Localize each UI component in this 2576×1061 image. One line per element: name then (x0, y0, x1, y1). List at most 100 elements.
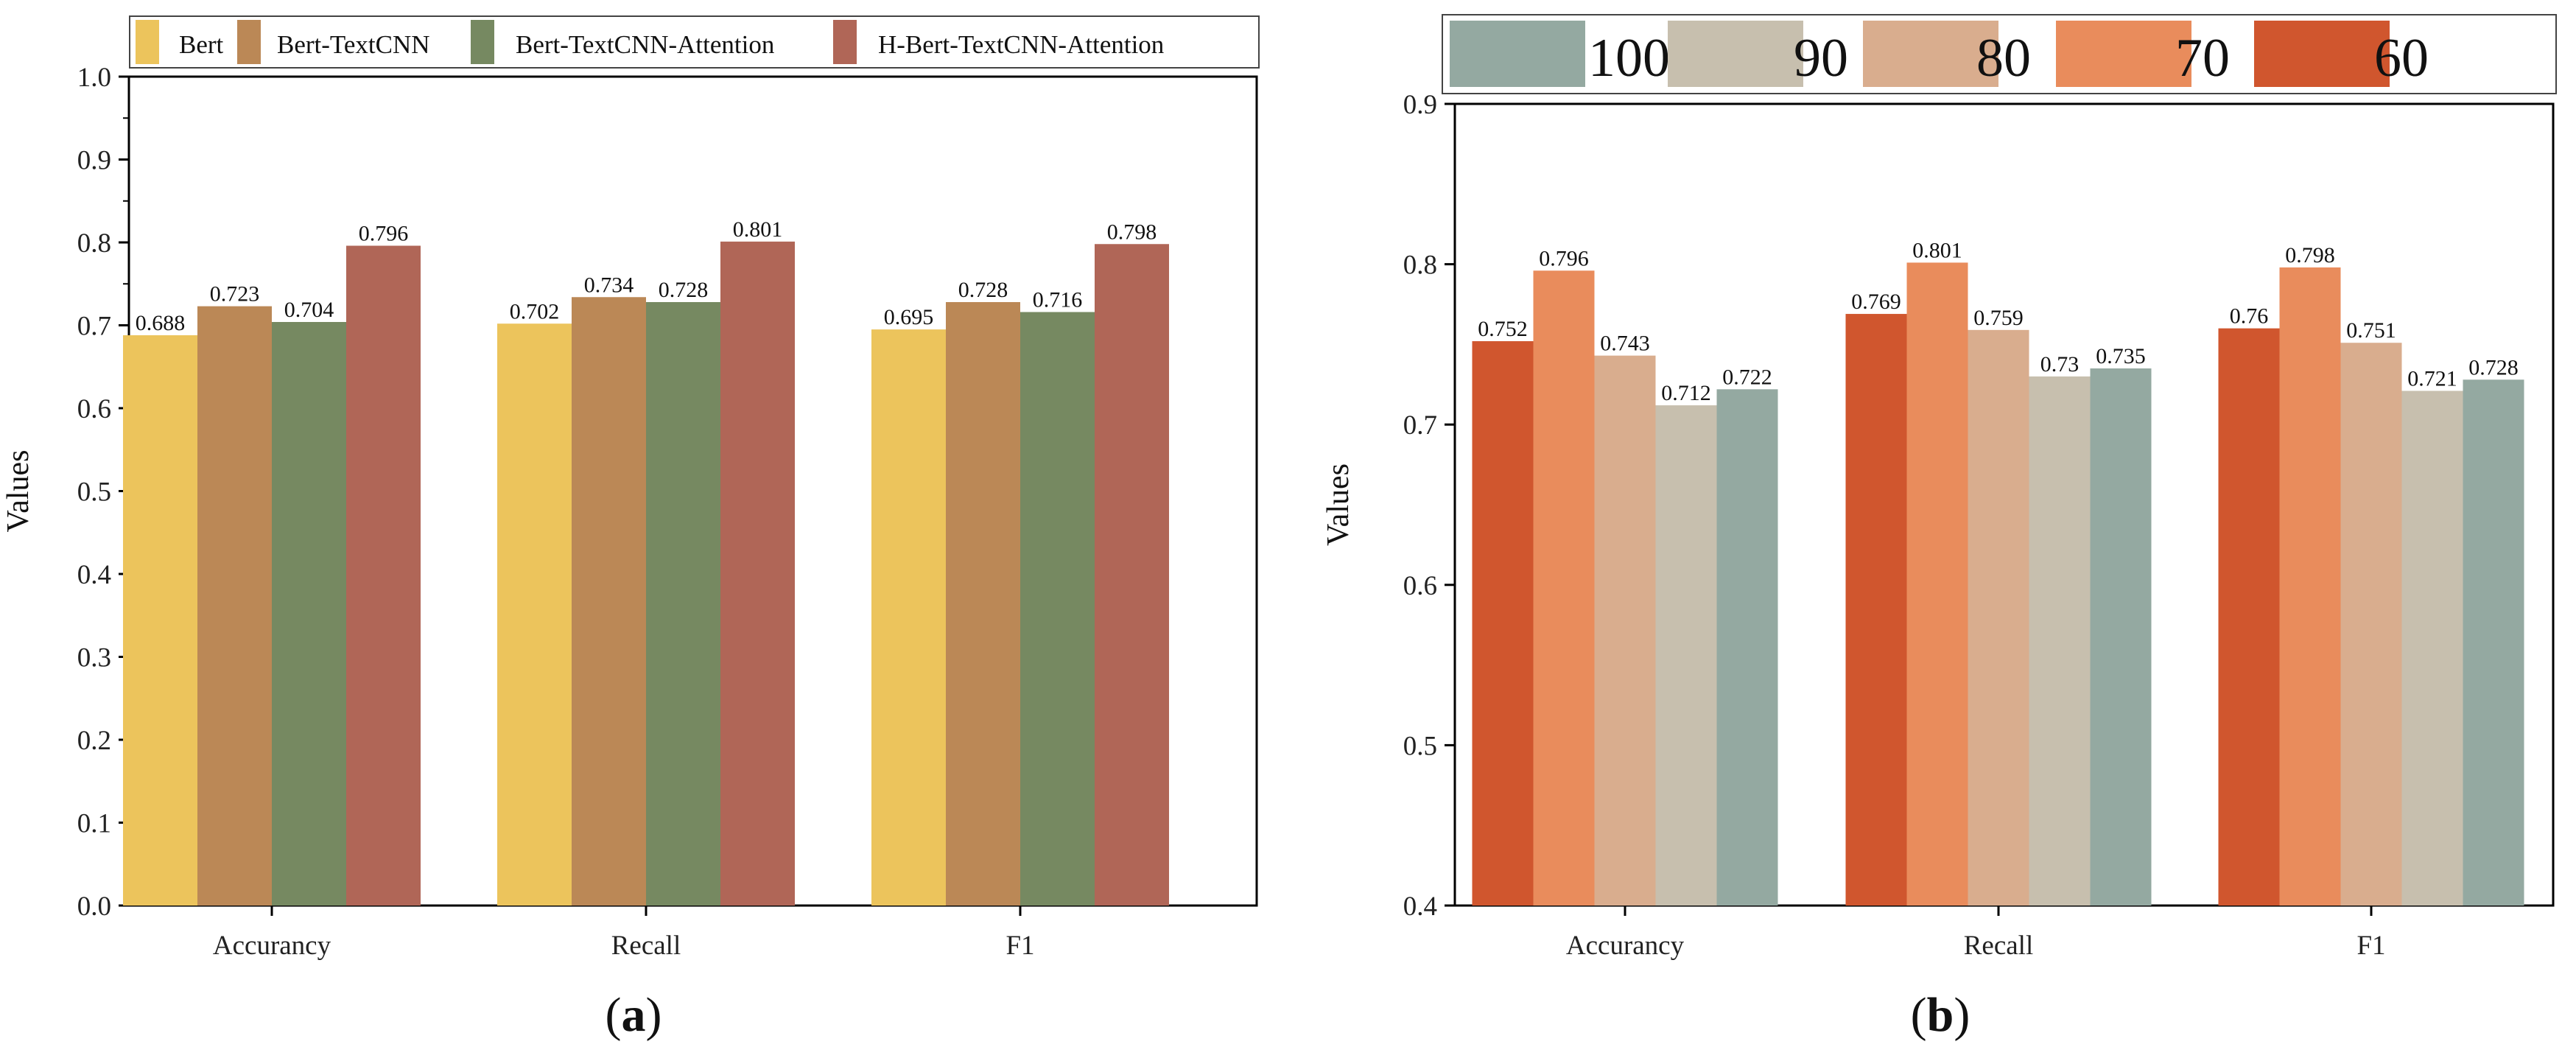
bar-value-label: 0.734 (584, 273, 634, 297)
bar-value-label: 0.695 (884, 305, 934, 329)
bar-value-label: 0.735 (2096, 344, 2146, 368)
bar-value-label: 0.752 (1478, 317, 1528, 341)
legend-label: 60 (2374, 28, 2429, 88)
legend-label: Bert-TextCNN-Attention (516, 30, 774, 59)
bar-f1-100 (2463, 379, 2524, 906)
bar-f1-bert-textcnn (946, 302, 1020, 906)
bar-value-label: 0.728 (659, 278, 709, 302)
y-tick-label: 0.7 (1403, 410, 1437, 441)
bar-value-label: 0.721 (2407, 367, 2457, 391)
legend-label: 100 (1588, 28, 1670, 88)
y-axis-title: Values (1322, 463, 1355, 546)
legend-label: 90 (1794, 28, 1848, 88)
legend-box (129, 15, 1260, 69)
y-tick-label: 0.9 (77, 146, 111, 176)
bar-f1-70 (2279, 267, 2341, 906)
y-tick-label: 0.9 (1403, 90, 1437, 120)
panel-letter: a (622, 988, 646, 1042)
panel-label: (b) (1911, 988, 1970, 1042)
legend-label: 70 (2175, 28, 2230, 88)
x-tick-label: Accurancy (213, 931, 331, 961)
bar-accurancy-bert-textcnn (197, 306, 272, 906)
bar-value-label: 0.796 (359, 222, 409, 246)
legend-label: H-Bert-TextCNN-Attention (878, 30, 1164, 59)
x-tick-label: F1 (2356, 931, 2385, 961)
legend-swatch (2056, 21, 2191, 87)
bar-recall-100 (2090, 368, 2152, 906)
bar-value-label: 0.796 (1539, 246, 1589, 270)
bar-value-label: 0.722 (1722, 365, 1772, 389)
bar-value-label: 0.704 (284, 298, 334, 322)
legend-swatch (136, 20, 159, 64)
legend-swatch (1668, 21, 1803, 87)
y-tick-label: 0.6 (77, 394, 111, 424)
bar-accurancy-h-bert-textcnn-attention (346, 245, 421, 906)
bar-accurancy-bert (123, 335, 197, 906)
bar-accurancy-80 (1594, 355, 1656, 906)
panel-letter: b (1927, 988, 1954, 1042)
bar-value-label: 0.716 (1033, 288, 1083, 312)
legend-swatch (2254, 21, 2390, 87)
bar-value-label: 0.769 (1851, 290, 1901, 314)
panel-label: (a) (606, 988, 662, 1042)
bar-value-label: 0.759 (1973, 306, 2024, 330)
bar-value-label: 0.751 (2346, 318, 2396, 343)
x-tick-label: Recall (1964, 931, 2034, 961)
y-tick-label: 0.8 (77, 228, 111, 259)
y-tick-label: 0.4 (77, 560, 111, 590)
bar-value-label: 0.801 (1912, 238, 1962, 262)
bar-recall-bert-textcnn-attention (646, 302, 720, 906)
bar-f1-60 (2218, 328, 2280, 906)
bar-value-label: 0.798 (2285, 243, 2335, 267)
bar-value-label: 0.728 (2468, 355, 2519, 379)
bar-recall-h-bert-textcnn-attention (720, 241, 795, 906)
legend-label: Bert (179, 30, 224, 59)
bar-recall-90 (2029, 376, 2091, 906)
panel-a-chart: 0.0 0.1 0.2 0.3 0.4 0.5 0.6 0.7 0.8 0.9 1.0 Values 0… (1, 15, 1260, 1042)
y-tick-label: 1.0 (77, 63, 111, 93)
bar-f1-bert (871, 329, 946, 906)
bar-recall-80 (1968, 329, 2029, 906)
x-tick-label: F1 (1006, 931, 1034, 961)
y-tick-label: 0.2 (77, 726, 111, 756)
bar-value-label: 0.73 (2040, 352, 2080, 377)
bar-value-label: 0.723 (210, 282, 260, 307)
y-tick-label: 0.7 (77, 312, 111, 342)
y-tick-label: 0.4 (1403, 892, 1437, 922)
legend-swatch (237, 20, 261, 64)
legend-swatch (1863, 21, 1998, 87)
bar-value-label: 0.743 (1600, 332, 1650, 356)
legend-label: Bert-TextCNN (277, 30, 430, 59)
y-axis-title: Values (1, 450, 35, 533)
bar-value-label: 0.712 (1661, 381, 1711, 405)
bar-accurancy-bert-textcnn-attention (272, 322, 346, 906)
legend-swatch (1450, 21, 1585, 87)
bar-accurancy-70 (1533, 270, 1595, 906)
legend-swatch (471, 20, 494, 64)
y-tick-label: 0.5 (77, 477, 111, 508)
bar-value-label: 0.702 (510, 299, 560, 323)
bar-accurancy-60 (1472, 341, 1534, 906)
bar-recall-bert-textcnn (572, 297, 646, 906)
y-tick-label: 0.6 (1403, 571, 1437, 601)
bar-recall-bert (497, 323, 572, 906)
bar-value-label: 0.728 (958, 278, 1008, 302)
bar-value-label: 0.688 (136, 311, 186, 335)
y-tick-label: 0.0 (77, 892, 111, 922)
x-tick-label: Recall (611, 931, 681, 961)
legend-label: 80 (1976, 28, 2031, 88)
legend-swatch (833, 20, 857, 64)
bar-f1-90 (2401, 391, 2463, 906)
bar-recall-70 (1906, 262, 1968, 906)
y-tick-label: 0.1 (77, 809, 111, 839)
bar-value-label: 0.798 (1107, 220, 1157, 244)
panel-b-chart: 0.4 0.5 0.6 0.7 0.8 0.9 Values 0.752 0.796 0.743 0… (1322, 14, 2557, 1042)
bar-value-label: 0.76 (2230, 304, 2269, 329)
y-tick-label: 0.3 (77, 643, 111, 673)
bar-accurancy-90 (1655, 405, 1717, 906)
bar-accurancy-100 (1716, 389, 1778, 906)
y-tick-label: 0.8 (1403, 251, 1437, 281)
bar-f1-h-bert-textcnn-attention (1095, 244, 1169, 906)
bar-f1-80 (2340, 343, 2402, 906)
